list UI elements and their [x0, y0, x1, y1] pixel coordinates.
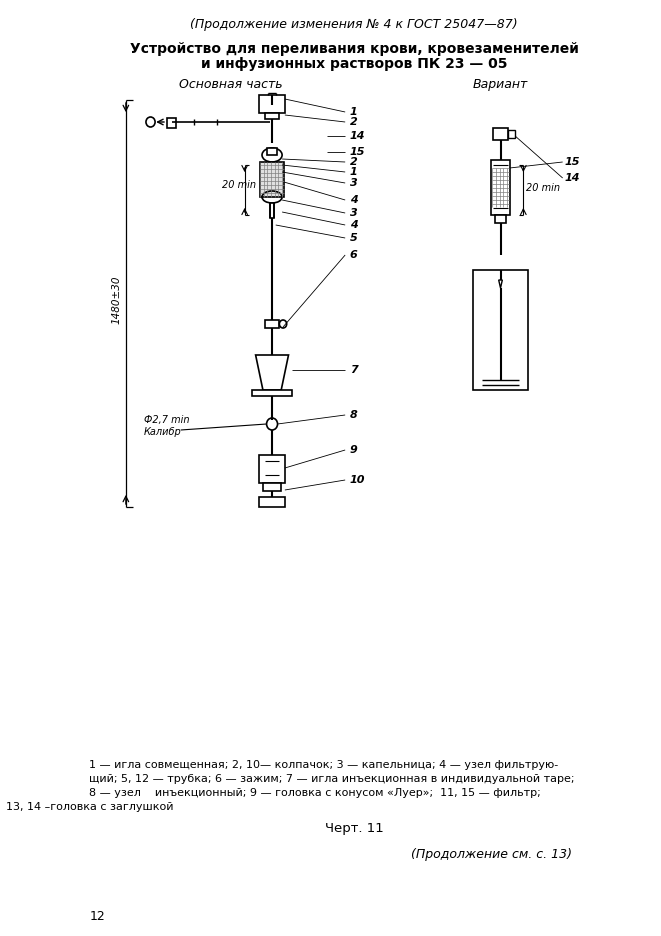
- Text: 1: 1: [350, 107, 358, 117]
- Bar: [270, 203, 274, 218]
- Text: 1480±30: 1480±30: [111, 276, 121, 324]
- Text: 8 — узел    инъекционный; 9 — головка с конусом «Луер»;  11, 15 — фильтр;: 8 — узел инъекционный; 9 — головка с кон…: [89, 788, 541, 798]
- Bar: [167, 118, 176, 128]
- Text: 15: 15: [350, 147, 366, 157]
- Text: 14: 14: [564, 173, 580, 183]
- Polygon shape: [498, 280, 502, 288]
- Text: 12: 12: [89, 910, 105, 923]
- Text: (Продолжение изменения № 4 к ГОСТ 25047—87): (Продолжение изменения № 4 к ГОСТ 25047—…: [190, 18, 518, 31]
- Bar: [252, 390, 292, 396]
- Text: 20 min: 20 min: [222, 180, 256, 190]
- Text: 4: 4: [350, 220, 358, 230]
- Text: 8: 8: [350, 410, 358, 420]
- Text: 13, 14 –головка с заглушкой: 13, 14 –головка с заглушкой: [5, 802, 173, 812]
- Text: Основная часть: Основная часть: [179, 78, 283, 91]
- Text: 7: 7: [350, 365, 358, 375]
- Bar: [495, 215, 506, 223]
- Text: 1: 1: [350, 167, 358, 177]
- Text: Ф2,7 min: Ф2,7 min: [144, 415, 190, 425]
- Text: 10: 10: [350, 475, 366, 485]
- Text: Калибр: Калибр: [144, 427, 182, 437]
- Bar: [508, 130, 515, 138]
- Bar: [259, 497, 285, 507]
- Text: 9: 9: [350, 445, 358, 455]
- Bar: [263, 483, 281, 491]
- Bar: [265, 320, 280, 328]
- Bar: [265, 113, 280, 119]
- Bar: [473, 270, 528, 390]
- Text: Черт. 11: Черт. 11: [325, 822, 383, 835]
- Text: 6: 6: [350, 250, 358, 260]
- Bar: [260, 162, 284, 197]
- Bar: [259, 95, 285, 113]
- Text: 3: 3: [350, 178, 358, 188]
- Bar: [268, 148, 277, 155]
- Text: (Продолжение см. с. 13): (Продолжение см. с. 13): [411, 848, 572, 861]
- Text: 1 — игла совмещенная; 2, 10— колпачок; 3 — капельница; 4 — узел фильтрую-: 1 — игла совмещенная; 2, 10— колпачок; 3…: [89, 760, 559, 770]
- Text: и инфузионных растворов ПК 23 — 05: и инфузионных растворов ПК 23 — 05: [201, 57, 508, 71]
- Text: 5: 5: [350, 233, 358, 243]
- Bar: [491, 160, 510, 215]
- Text: 2: 2: [350, 117, 358, 127]
- Bar: [493, 128, 508, 140]
- Polygon shape: [256, 355, 288, 390]
- Text: 14: 14: [350, 131, 366, 141]
- Text: 4: 4: [350, 195, 358, 205]
- Text: 3: 3: [350, 208, 358, 218]
- Text: 20 min: 20 min: [526, 183, 560, 193]
- Text: 2: 2: [350, 157, 358, 167]
- Text: Вариант: Вариант: [473, 78, 528, 91]
- Text: 15: 15: [564, 157, 580, 167]
- Text: Устройство для переливания крови, кровезаменителей: Устройство для переливания крови, кровез…: [130, 42, 579, 56]
- Text: щий; 5, 12 — трубка; 6 — зажим; 7 — игла инъекционная в индивидуальной таре;: щий; 5, 12 — трубка; 6 — зажим; 7 — игла…: [89, 774, 575, 784]
- Bar: [259, 455, 285, 483]
